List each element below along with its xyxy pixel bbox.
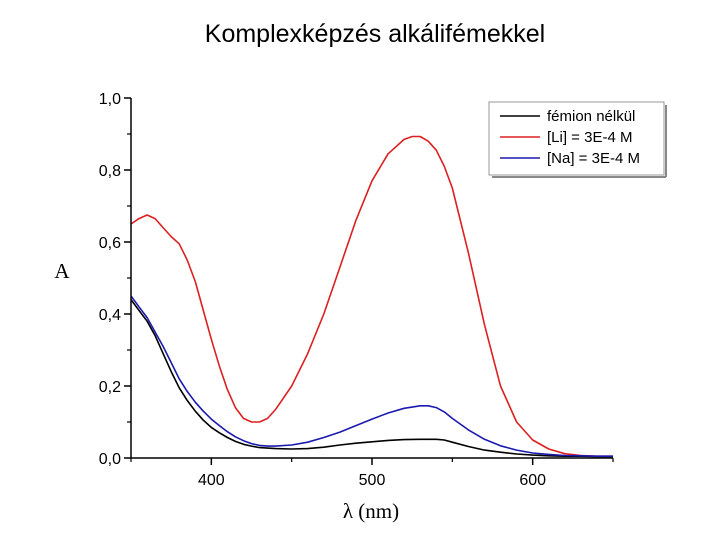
x-tick-label: 400 [198, 472, 225, 489]
x-ticks: 400 500 600 [130, 458, 614, 489]
y-tick-label: 0,8 [99, 163, 121, 180]
series-line-3 [130, 295, 613, 457]
legend-label: [Li] = 3E-4 M [547, 129, 632, 146]
x-axis-label: λ (nm) [343, 499, 399, 523]
y-tick-label: 0,6 [99, 235, 121, 252]
y-tick-label: 0,2 [99, 379, 121, 396]
y-tick-label: 0,0 [99, 451, 121, 468]
y-tick-label: 1,0 [99, 91, 121, 108]
legend: fémion nélkül [Li] = 3E-4 M [Na] = 3E-4 M [488, 101, 667, 178]
slide-title: Komplexképzés alkálifémekkel [204, 20, 546, 48]
legend-box [488, 101, 665, 176]
legend-label: [Na] = 3E-4 M [547, 150, 640, 167]
series-line-2 [130, 135, 613, 457]
legend-items: fémion nélkül [Li] = 3E-4 M [Na] = 3E-4 M [500, 108, 640, 167]
y-axis-label: A [54, 259, 70, 283]
x-tick-label: 600 [519, 472, 546, 489]
y-ticks: 0,0 0,2 0,4 0,6 0,8 1,0 [99, 91, 131, 468]
x-tick-label: 500 [359, 472, 386, 489]
series-line-1 [130, 299, 613, 458]
series-layer [130, 135, 613, 458]
legend-label: fémion nélkül [547, 108, 635, 125]
axes: 0,0 0,2 0,4 0,6 0,8 1,0 400 500 600 [99, 91, 614, 489]
y-tick-label: 0,4 [99, 307, 121, 324]
